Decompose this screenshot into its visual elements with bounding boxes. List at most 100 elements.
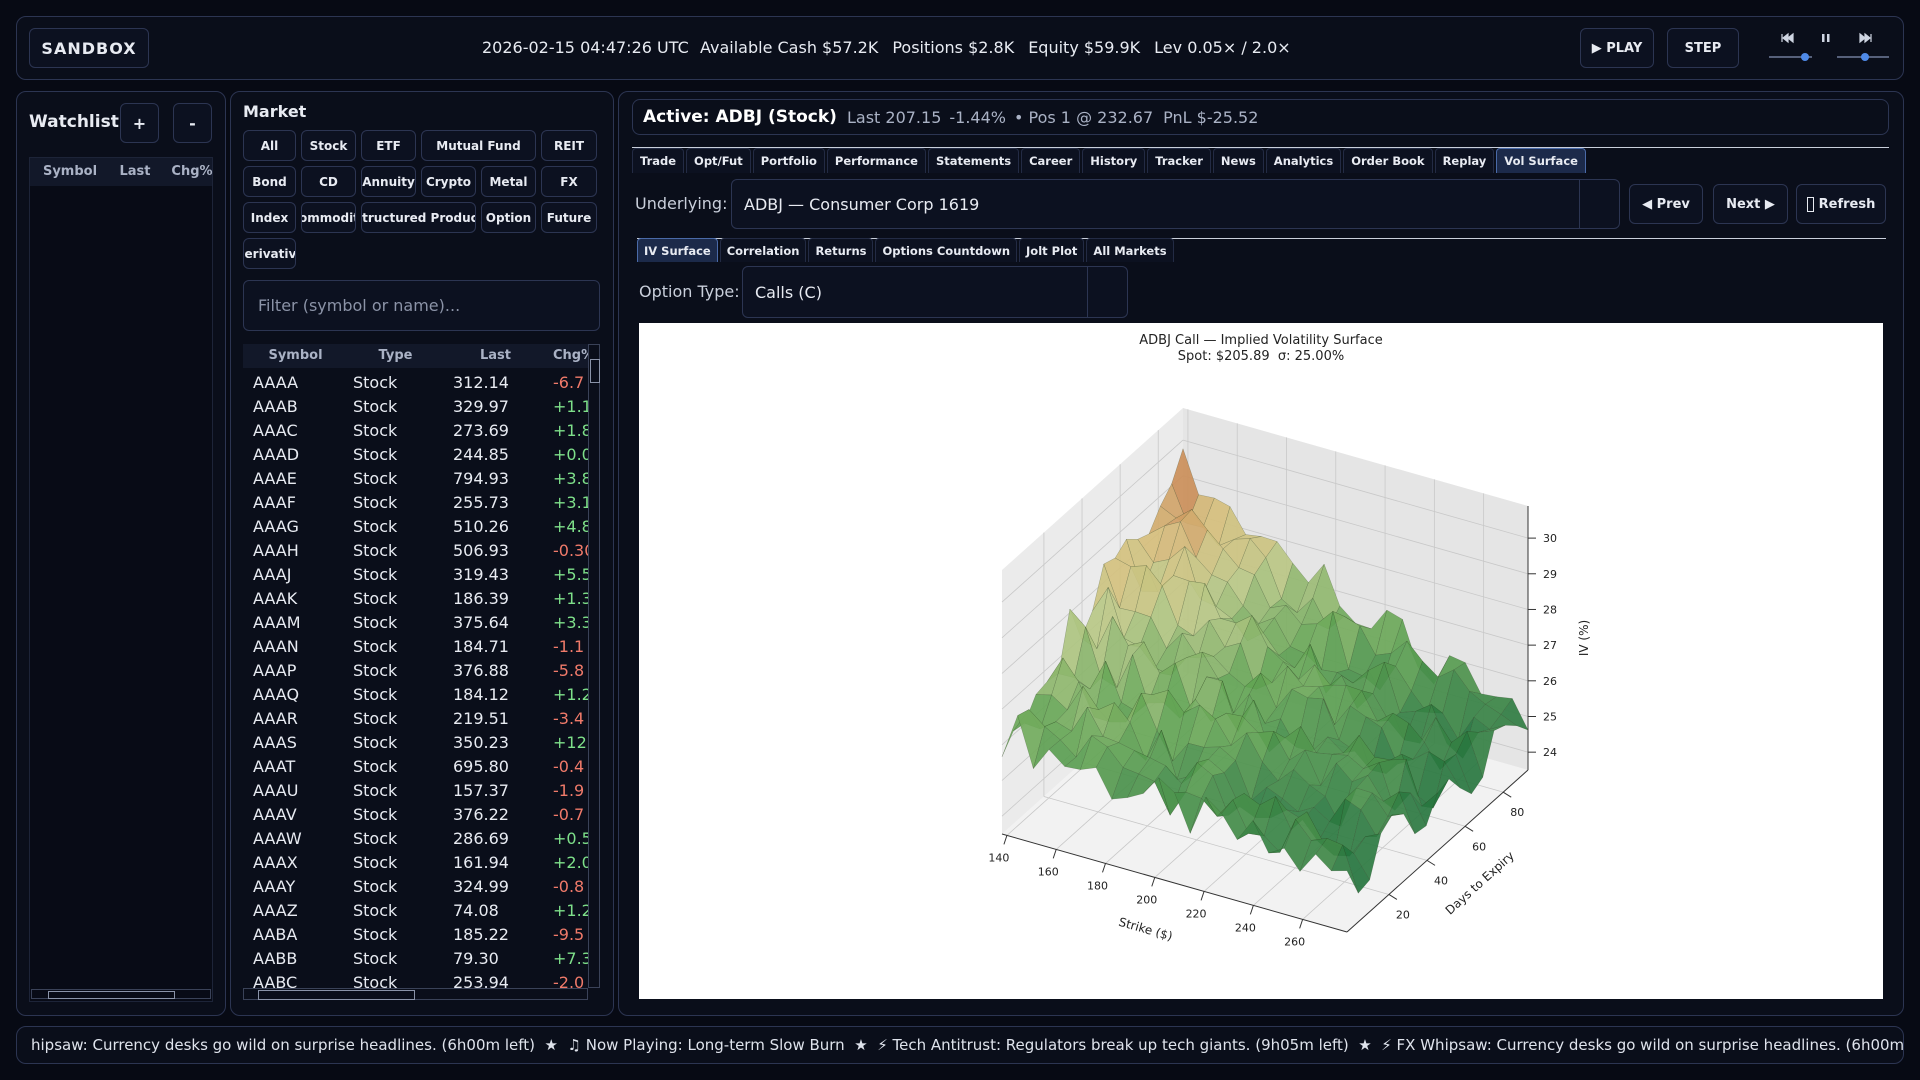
cell: +12 bbox=[553, 733, 587, 752]
cell: -0.7 bbox=[553, 805, 585, 824]
filter-button[interactable]: Option bbox=[481, 202, 536, 233]
filter-button[interactable]: FX bbox=[541, 166, 597, 197]
tab[interactable]: Vol Surface bbox=[1496, 148, 1586, 173]
search-input[interactable]: Filter (symbol or name)... bbox=[243, 280, 600, 331]
next-button[interactable]: Next ▶ bbox=[1713, 184, 1788, 224]
tab[interactable]: History bbox=[1082, 148, 1146, 173]
x-tick-label: 240 bbox=[1235, 921, 1256, 934]
sub-tab[interactable]: IV Surface bbox=[637, 238, 718, 262]
next-icon[interactable] bbox=[1859, 32, 1872, 44]
brand[interactable]: SANDBOX bbox=[29, 28, 149, 68]
x-tick-label: 260 bbox=[1284, 935, 1305, 948]
play-button[interactable]: ▶ PLAY bbox=[1580, 28, 1654, 68]
cell: AAAG bbox=[253, 517, 299, 536]
filter-button[interactable]: Mutual Fund bbox=[421, 130, 536, 161]
tab[interactable]: Career bbox=[1021, 148, 1081, 173]
prev-icon[interactable] bbox=[1781, 32, 1794, 44]
filter-button[interactable]: Derivative bbox=[243, 238, 296, 269]
cell: 794.93 bbox=[453, 469, 509, 488]
tab[interactable]: Order Book bbox=[1343, 148, 1433, 173]
filter-button[interactable]: All bbox=[243, 130, 296, 161]
y-axis-label: Days to Expiry bbox=[1443, 849, 1517, 918]
cell: 329.97 bbox=[453, 397, 509, 416]
x-tick-label: 180 bbox=[1087, 879, 1108, 892]
y-tick-label: 60 bbox=[1472, 840, 1486, 853]
cell: -9.5 bbox=[553, 925, 585, 944]
sub-tab[interactable]: Options Countdown bbox=[875, 238, 1018, 262]
filter-button[interactable]: Annuity bbox=[361, 166, 416, 197]
tab[interactable]: News bbox=[1212, 148, 1264, 173]
grid-line bbox=[1043, 796, 1390, 895]
scrollbar[interactable] bbox=[243, 988, 588, 1000]
pause-icon[interactable] bbox=[1827, 34, 1830, 42]
filter-button[interactable]: Bond bbox=[243, 166, 296, 197]
cell: Stock bbox=[353, 781, 398, 800]
cell: Stock bbox=[353, 757, 398, 776]
scrollbar[interactable] bbox=[588, 344, 600, 988]
option-type-select[interactable]: Calls (C) bbox=[742, 266, 1128, 318]
column-header: Last bbox=[119, 164, 151, 179]
step-button[interactable]: STEP bbox=[1667, 28, 1739, 68]
y-tick bbox=[1502, 791, 1512, 798]
tab-divider bbox=[632, 147, 1889, 148]
underlying-select[interactable]: ADBJ — Consumer Corp 1619 bbox=[731, 179, 1620, 229]
sub-tab[interactable]: Jolt Plot bbox=[1019, 238, 1085, 262]
pause-icon[interactable] bbox=[1822, 34, 1825, 42]
option-type-label: Option Type: bbox=[639, 282, 740, 301]
y-tick bbox=[1464, 825, 1474, 832]
tab[interactable]: Tracker bbox=[1147, 148, 1211, 173]
add-button[interactable]: + bbox=[120, 103, 159, 143]
cell: Stock bbox=[353, 973, 398, 988]
volume-knob[interactable] bbox=[1801, 53, 1809, 61]
grid-line bbox=[1182, 475, 1529, 575]
scrollbar[interactable] bbox=[31, 989, 211, 999]
cell: 255.73 bbox=[453, 493, 509, 512]
tab[interactable]: Trade bbox=[632, 148, 685, 173]
tab[interactable]: Replay bbox=[1434, 148, 1495, 173]
filter-button[interactable]: CD bbox=[301, 166, 356, 197]
cell: Stock bbox=[353, 445, 398, 464]
active-title: Active: ADBJ (Stock) bbox=[643, 107, 837, 127]
subtab-divider bbox=[637, 238, 1886, 239]
cell: Stock bbox=[353, 469, 398, 488]
remove-button[interactable]: - bbox=[173, 103, 212, 143]
x-tick-label: 200 bbox=[1136, 893, 1157, 906]
tab[interactable]: Performance bbox=[826, 148, 926, 173]
sub-tab[interactable]: Returns bbox=[808, 238, 874, 262]
filter-button[interactable]: Commodity bbox=[301, 202, 356, 233]
x-tick bbox=[1052, 849, 1057, 859]
tab[interactable]: Portfolio bbox=[752, 148, 825, 173]
prev-button[interactable]: ◀ Prev bbox=[1629, 184, 1703, 224]
cell: 74.08 bbox=[453, 901, 499, 920]
filter-button[interactable]: Stock bbox=[301, 130, 356, 161]
filter-button[interactable]: Crypto bbox=[421, 166, 476, 197]
cell: Stock bbox=[353, 589, 398, 608]
column-header: Chg% bbox=[171, 164, 213, 179]
x-tick bbox=[1102, 863, 1106, 873]
column-header: Last bbox=[479, 348, 511, 363]
filter-button[interactable]: Metal bbox=[481, 166, 536, 197]
cell: 253.94 bbox=[453, 973, 509, 988]
filter-button[interactable]: ETF bbox=[361, 130, 416, 161]
filter-button[interactable]: REIT bbox=[541, 130, 597, 161]
speed-knob[interactable] bbox=[1861, 53, 1869, 61]
sub-tab[interactable]: All Markets bbox=[1086, 238, 1174, 262]
cell: Stock bbox=[353, 637, 398, 656]
tab[interactable]: Statements bbox=[927, 148, 1020, 173]
cell: 273.69 bbox=[453, 421, 509, 440]
filter-button[interactable]: Index bbox=[243, 202, 296, 233]
cell: Stock bbox=[353, 853, 398, 872]
filter-button[interactable]: Structured Product bbox=[361, 202, 476, 233]
refresh-button[interactable]: Refresh bbox=[1796, 184, 1886, 224]
tab[interactable]: Analytics bbox=[1265, 148, 1342, 173]
x-tick-label: 160 bbox=[1038, 865, 1059, 878]
stat: Available Cash $57.2K bbox=[700, 38, 879, 57]
tab[interactable]: Opt/Fut bbox=[686, 148, 751, 173]
sub-tab[interactable]: Correlation bbox=[719, 238, 807, 262]
surface-facet bbox=[1376, 813, 1404, 837]
watchlist-title: Watchlist bbox=[29, 112, 119, 132]
cell: 186.39 bbox=[453, 589, 509, 608]
filter-button[interactable]: Future bbox=[541, 202, 597, 233]
cell: Stock bbox=[353, 805, 398, 824]
cell: 510.26 bbox=[453, 517, 509, 536]
